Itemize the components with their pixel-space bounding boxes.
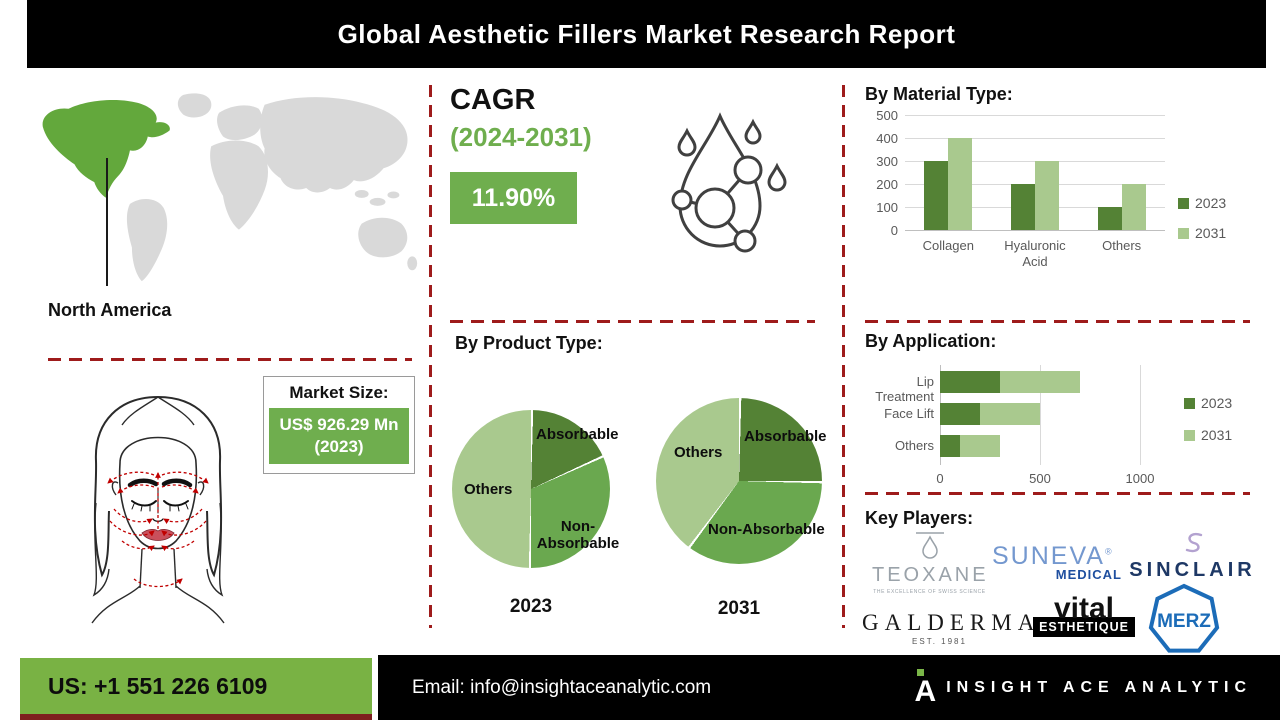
material-bar-2031-others bbox=[1121, 184, 1146, 230]
cagr-period: (2024-2031) bbox=[450, 122, 592, 152]
logo-galderma: GALDERMA EST. 1981 bbox=[862, 610, 1041, 646]
pie-2031-year-label: 2031 bbox=[717, 598, 761, 619]
region-label: North America bbox=[48, 300, 172, 320]
material-bar-2031-hyaluronic-acid bbox=[1035, 161, 1059, 230]
insightace-logo-icon: A bbox=[915, 668, 936, 707]
material-ytick: 100 bbox=[876, 200, 898, 215]
application-bar-others bbox=[940, 435, 1000, 457]
material-bar-2023-others bbox=[1097, 207, 1122, 230]
title-banner: Global Aesthetic Fillers Market Research… bbox=[27, 0, 1266, 68]
sinclair-wordmark: SINCLAIR bbox=[1129, 559, 1256, 581]
material-ytick: 500 bbox=[876, 108, 898, 123]
section-title-key-players: Key Players: bbox=[865, 508, 974, 528]
application-xtick: 1000 bbox=[1125, 471, 1155, 486]
divider-right-2 bbox=[865, 492, 1250, 495]
teoxane-wordmark: TEOXANE bbox=[872, 564, 989, 586]
logo-vital-esthetique: vital ESTHETIQUE bbox=[1032, 592, 1136, 637]
section-title-material: By Material Type: bbox=[865, 84, 1013, 104]
map-pointer-line bbox=[106, 158, 108, 286]
galderma-est-label: EST. 1981 bbox=[912, 637, 967, 646]
material-category-label: Others bbox=[1102, 238, 1142, 253]
world-map bbox=[42, 93, 418, 282]
market-size-value: US$ 926.29 Mn (2023) bbox=[269, 408, 409, 465]
divider-left bbox=[48, 358, 412, 361]
section-title-product: By Product Type: bbox=[455, 333, 603, 353]
divider-right-1 bbox=[865, 320, 1250, 323]
suneva-wordmark: SUNEVA bbox=[992, 542, 1105, 570]
pie-chart-2031 bbox=[656, 398, 822, 564]
brand-lockup: A INSIGHT ACE ANALYTIC bbox=[915, 668, 1252, 707]
pie-2031-absorbable-label: Absorbable bbox=[744, 428, 827, 445]
application-legend-2031: 2031 bbox=[1184, 427, 1232, 443]
application-chart-plot bbox=[940, 365, 1141, 465]
footer-email: Email: info@insightaceanalytic.com bbox=[412, 676, 712, 698]
application-category-label: Lip Treatment bbox=[875, 374, 934, 404]
material-bar-2023-collagen bbox=[924, 161, 949, 230]
face-illustration-icon bbox=[91, 396, 225, 624]
material-chart-plot bbox=[905, 115, 1165, 231]
footer-phone: US: +1 551 226 6109 bbox=[48, 672, 268, 699]
material-legend-2023: 2023 bbox=[1178, 195, 1226, 211]
application-chart: Lip Treatment Face Lift Others 0 500 1000 20… bbox=[862, 357, 1272, 492]
vital-wordmark: vital bbox=[1053, 592, 1115, 625]
pie-chart-2023 bbox=[452, 410, 610, 568]
galderma-wordmark: GALDERMA bbox=[862, 610, 1041, 635]
divider-vertical-2 bbox=[842, 85, 845, 628]
market-size-label: Market Size: bbox=[289, 383, 389, 402]
logo-teoxane: TEOXANE THE EXCELLENCE OF SWISS SCIENCE bbox=[872, 531, 987, 595]
material-ytick: 400 bbox=[876, 131, 898, 146]
application-bar-lip-treatment bbox=[940, 371, 1080, 393]
divider-middle bbox=[450, 320, 815, 323]
material-bar-2031-collagen bbox=[948, 138, 973, 230]
market-size-box: Market Size: US$ 926.29 Mn (2023) bbox=[263, 376, 415, 475]
cagr-value-badge: 11.90% bbox=[450, 172, 577, 224]
merz-wordmark: MERZ bbox=[1157, 611, 1211, 632]
teoxane-droplet-icon bbox=[915, 532, 944, 559]
north-america-region bbox=[42, 99, 170, 198]
pie-2023-year-label: 2023 bbox=[509, 596, 553, 617]
material-type-chart: 0 100 200 300 400 500 Collagen Hyaluronic Acid… bbox=[868, 107, 1268, 282]
footer-phone-box: US: +1 551 226 6109 bbox=[20, 658, 372, 714]
material-ytick: 0 bbox=[890, 223, 898, 238]
brand-name: INSIGHT ACE ANALYTIC bbox=[946, 678, 1252, 696]
material-ytick: 300 bbox=[876, 154, 898, 169]
logo-merz: MERZ bbox=[1148, 583, 1220, 653]
pie-2031-others-label: Others bbox=[674, 444, 723, 461]
material-chart-yticks: 0 100 200 300 400 500 bbox=[868, 107, 900, 247]
material-category-label: Hyaluronic Acid bbox=[1004, 238, 1066, 270]
sinclair-swirl-icon bbox=[1185, 532, 1202, 553]
material-bar-2023-hyaluronic-acid bbox=[1011, 184, 1035, 230]
application-legend-2023: 2023 bbox=[1184, 395, 1232, 411]
footer-bar: Email: info@insightaceanalytic.com A INS… bbox=[378, 655, 1280, 720]
material-category-label: Collagen bbox=[922, 238, 974, 253]
pie-2031-nonabsorbable-label: Non-Absorbable bbox=[708, 521, 825, 538]
material-ytick: 200 bbox=[876, 177, 898, 192]
logo-sinclair: SINCLAIR bbox=[1125, 532, 1260, 582]
material-legend-2031: 2031 bbox=[1178, 225, 1226, 241]
esthetique-wordmark: ESTHETIQUE bbox=[1033, 617, 1135, 637]
droplet-molecule-icon bbox=[671, 112, 787, 253]
application-category-label: Others bbox=[894, 438, 934, 453]
application-xtick: 500 bbox=[1029, 471, 1051, 486]
pie-2023-others-label: Others bbox=[464, 481, 513, 498]
suneva-sub-wordmark: MEDICAL bbox=[1055, 567, 1122, 582]
teoxane-tagline: THE EXCELLENCE OF SWISS SCIENCE bbox=[873, 589, 986, 595]
divider-vertical-1 bbox=[429, 85, 432, 628]
page-title: Global Aesthetic Fillers Market Research… bbox=[337, 18, 956, 49]
section-title-application: By Application: bbox=[865, 331, 997, 351]
application-category-label: Face Lift bbox=[884, 406, 934, 421]
cagr-heading: CAGR bbox=[450, 84, 536, 116]
application-bar-face-lift bbox=[940, 403, 1040, 425]
application-xtick: 0 bbox=[936, 471, 944, 486]
logo-suneva: SUNEVA® MEDICAL bbox=[992, 542, 1122, 582]
footer-maroon-strip bbox=[20, 714, 372, 720]
suneva-reg-mark: ® bbox=[1104, 546, 1114, 557]
pie-2023-absorbable-label: Absorbable bbox=[536, 426, 619, 443]
pie-2023-nonabsorbable-label: Non-Absorbable bbox=[536, 518, 620, 552]
